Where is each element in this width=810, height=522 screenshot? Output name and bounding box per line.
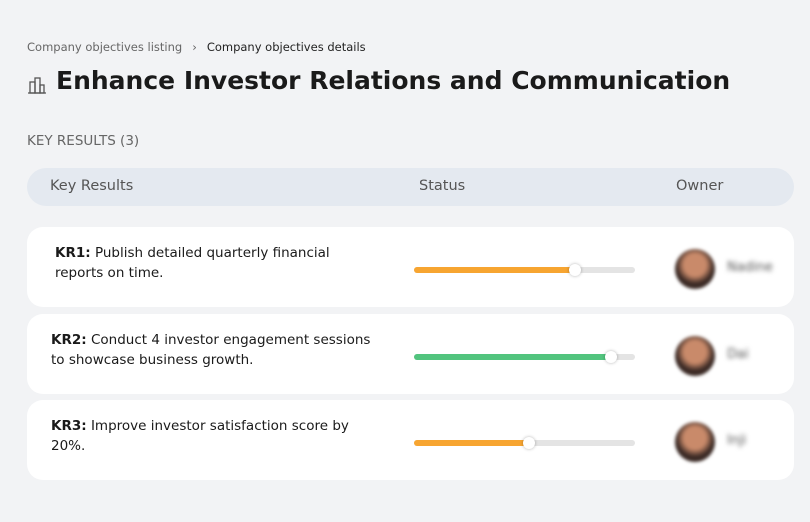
page-title: Enhance Investor Relations and Communica… — [56, 66, 731, 95]
owner-avatar — [675, 422, 715, 462]
progress-knob — [569, 264, 582, 276]
key-result-description: Publish detailed quarterly financial rep… — [55, 245, 330, 281]
progress-knob — [522, 437, 535, 449]
key-result-row[interactable]: KR3: Improve investor satisfaction score… — [27, 400, 794, 480]
progress-track — [414, 437, 635, 449]
progress-fill — [414, 267, 576, 273]
column-header: Key Results — [50, 178, 134, 194]
progress-fill — [414, 354, 611, 360]
key-result-text: KR3: Improve investor satisfaction score… — [51, 416, 371, 456]
key-result-code: KR1: — [55, 245, 91, 261]
column-header: Status — [419, 178, 466, 194]
owner-name: Inji — [727, 433, 747, 448]
breadcrumb-link[interactable]: Company objectives listing — [27, 40, 183, 54]
owner-name: Nadine — [727, 260, 773, 275]
owner-avatar — [675, 336, 715, 376]
owner-avatar — [675, 249, 715, 289]
key-result-code: KR3: — [51, 418, 87, 434]
progress-track — [414, 351, 635, 363]
key-result-description: Conduct 4 investor engagement sessions t… — [51, 332, 371, 368]
table-header: Key Results Status Owner — [27, 168, 794, 206]
progress-track — [414, 264, 635, 276]
progress-fill — [414, 440, 529, 446]
key-result-description: Improve investor satisfaction score by 2… — [51, 418, 349, 454]
owner-name: Dai — [727, 347, 749, 362]
key-result-row[interactable]: KR2: Conduct 4 investor engagement sessi… — [27, 314, 794, 394]
key-result-code: KR2: — [51, 332, 87, 348]
progress-knob — [604, 351, 617, 363]
section-title: KEY RESULTS (3) — [27, 133, 140, 149]
key-result-text: KR1: Publish detailed quarterly financia… — [55, 243, 375, 283]
breadcrumb: Company objectives listing › Company obj… — [27, 40, 366, 54]
key-result-text: KR2: Conduct 4 investor engagement sessi… — [51, 330, 371, 370]
breadcrumb-current: Company objectives details — [206, 40, 366, 54]
breadcrumb-separator: › — [192, 40, 197, 54]
building-icon — [28, 77, 46, 94]
key-result-row[interactable]: KR1: Publish detailed quarterly financia… — [27, 227, 794, 307]
column-header: Owner — [676, 178, 724, 194]
